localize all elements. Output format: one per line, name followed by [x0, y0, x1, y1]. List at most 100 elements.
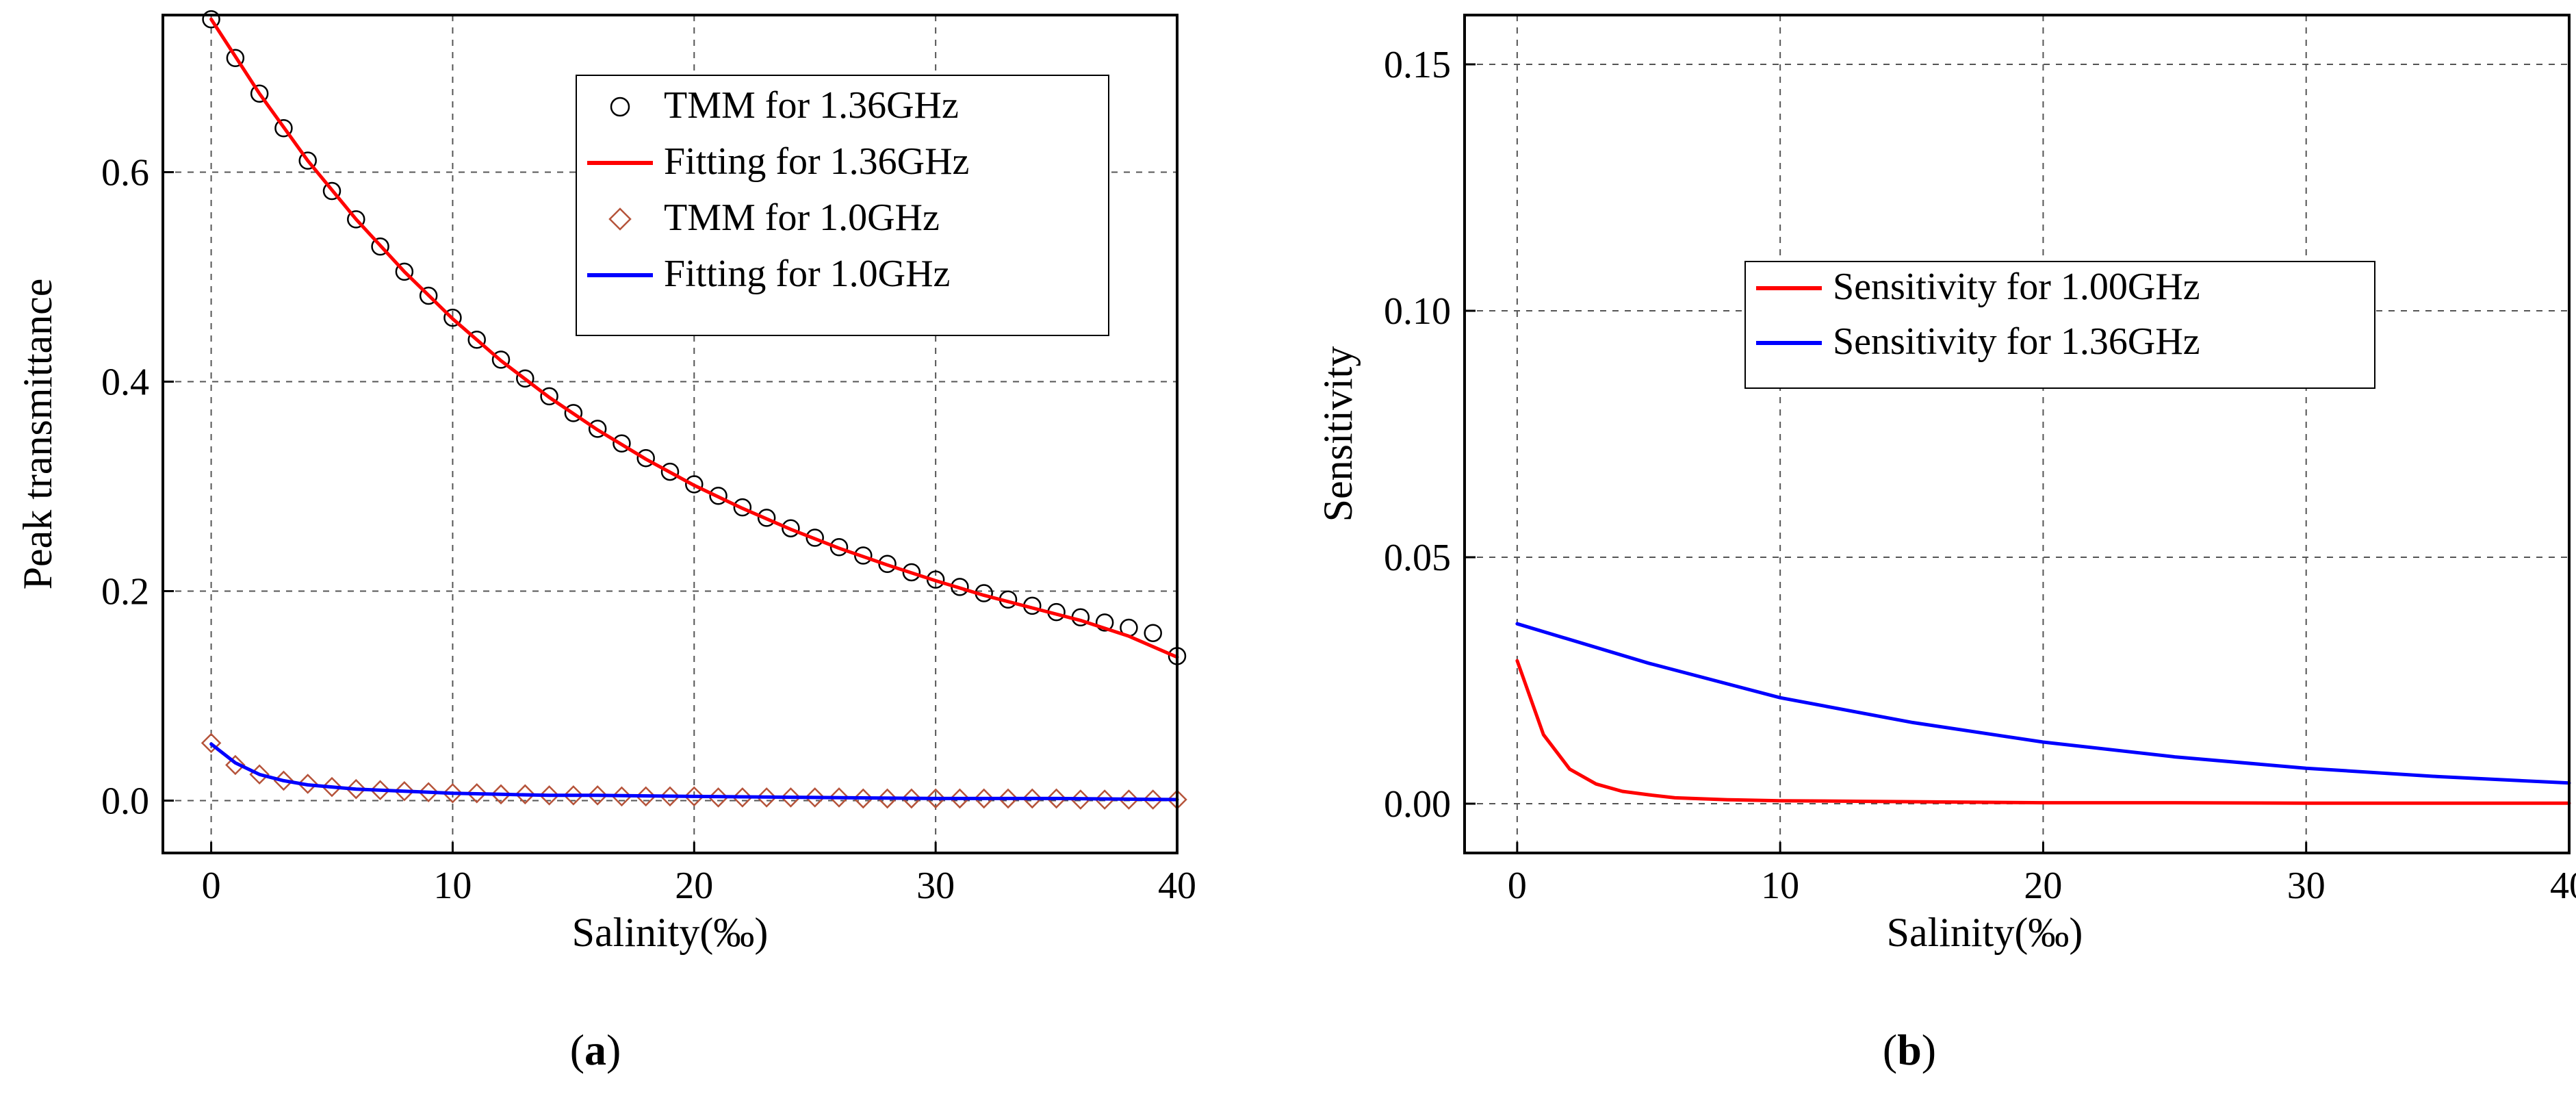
panel-a-legend-label: Fitting for 1.36GHz [664, 140, 969, 183]
panel-a-data-point [298, 151, 317, 170]
panel-b-x-axis-title: Salinity(‰) [1887, 910, 2083, 955]
panel-a-data-point [250, 84, 269, 103]
panel-a-data-point [1142, 789, 1163, 810]
panel-a-series-2 [201, 732, 1187, 810]
panel-b-series-line [1515, 622, 2571, 785]
panel-a-series-line [209, 17, 1179, 659]
panel-a-data-point [346, 778, 367, 800]
panel-a-data-point [297, 774, 318, 794]
panel-a-data-point [949, 788, 970, 809]
panel-a-data-point [540, 387, 558, 406]
panel-a-data-point [709, 487, 727, 505]
panel-a-data-point [371, 237, 389, 256]
panel-a-data-point [877, 788, 898, 809]
panel-b-legend-label: Sensitivity for 1.00GHz [1833, 266, 2200, 308]
panel-a-data-point [491, 351, 511, 369]
panel-a-legend-label: TMM for 1.0GHz [664, 196, 940, 239]
panel-a-legend: TMM for 1.36GHz Fitting for 1.36GHz TMM fo… [576, 75, 1109, 336]
panel-a-chart: 0 10 20 30 40 0.0 0.2 0.4 0.6 Peak transmittance… [15, 10, 1196, 1074]
panel-a-data-point [901, 788, 922, 809]
panel-a-data-point [1144, 624, 1162, 642]
panel-a-data-point [902, 563, 921, 582]
panel-a-data-point [516, 369, 534, 388]
panel-a-series-3 [209, 742, 1179, 802]
panel-b-series-0 [1515, 659, 2571, 805]
panel-a-data-point [757, 509, 776, 527]
panel-a-data-point [756, 787, 777, 808]
panel-a-data-point [1094, 789, 1115, 810]
panel-a-data-point [613, 434, 631, 453]
panel-a-y-tick-label: 0.2 [101, 571, 149, 613]
panel-a-data-point [925, 788, 946, 809]
panel-a-data-point [347, 210, 365, 229]
panel-a-data-point [660, 786, 680, 807]
panel-a-data-point [539, 785, 560, 806]
panel-a-data-point [322, 181, 342, 201]
panel-a-data-point [201, 732, 222, 754]
panel-a-y-tick-label: 0.0 [101, 780, 149, 823]
panel-a-data-point [322, 776, 342, 798]
panel-a-data-point [467, 331, 486, 349]
panel-a-x-tick-label: 30 [916, 865, 955, 907]
panel-a-data-point [394, 780, 415, 802]
panel-a-data-point [1046, 788, 1067, 809]
panel-a-data-point [564, 404, 583, 422]
panel-a-data-point [708, 787, 729, 808]
panel-b-y-tick-label: 0.15 [1384, 44, 1451, 86]
panel-a-y-axis-title: Peak transmittance [15, 279, 60, 590]
panel-a-data-point [829, 537, 849, 557]
panel-a-data-point [443, 308, 462, 327]
panel-a-data-point [780, 787, 801, 808]
panel-a-data-point [660, 462, 680, 481]
panel-b-plot-frame [1463, 14, 2571, 854]
panel-a-data-point [515, 784, 536, 805]
panel-a-legend-circle-symbol [610, 97, 630, 117]
panel-b-series-1 [1515, 622, 2571, 785]
panel-a-y-tick-label: 0.4 [101, 361, 149, 404]
panel-b-legend-label: Sensitivity for 1.36GHz [1833, 320, 2200, 363]
panel-b-chart: 0 10 20 30 40 0.00 0.05 0.10 0.15 Sensitivity Sa… [1315, 14, 2576, 1074]
panel-a-x-tick-label: 40 [1158, 865, 1196, 907]
panel-a-data-point [733, 498, 752, 517]
panel-a-data-point [466, 783, 487, 804]
panel-a-data-point [685, 475, 704, 494]
panel-b-y-tick-label: 0.05 [1384, 537, 1451, 579]
panel-a-data-point [370, 780, 391, 800]
panel-a-data-point [587, 785, 608, 806]
panel-b-series-line [1515, 659, 2571, 805]
panel-a-data-point [1118, 789, 1139, 810]
panel-b-x-tick-label: 30 [2287, 865, 2326, 907]
panel-a-data-point [1070, 789, 1091, 810]
panel-a-data-point [806, 528, 824, 547]
panel-a-data-point [829, 787, 849, 808]
panel-b-y-tick-label: 0.10 [1384, 290, 1451, 333]
panel-a-data-point [635, 786, 656, 807]
panel-a-series-0 [202, 10, 1187, 665]
panel-b-caption: (b) [1883, 1025, 1936, 1074]
panel-a-data-point [973, 788, 994, 809]
panel-a-data-point [1022, 788, 1043, 809]
panel-a-x-tick-label: 10 [433, 865, 472, 907]
panel-a-data-point [611, 786, 632, 807]
panel-b-y-tick-label: 0.00 [1384, 783, 1451, 826]
panel-b-x-tick-label: 40 [2550, 865, 2576, 907]
panel-a-data-point [853, 788, 874, 809]
panel-a-data-point [395, 262, 414, 281]
panel-a-data-point [225, 754, 246, 776]
panel-b-legend-box [1744, 261, 2375, 389]
panel-a-series-1 [209, 17, 1179, 659]
panel-b-legend: Sensitivity for 1.00GHz Sensitivity for 1… [1744, 261, 2375, 389]
panel-a-data-point [419, 286, 438, 305]
panel-a-legend-label: Fitting for 1.0GHz [664, 253, 950, 295]
panel-a-data-point [442, 783, 463, 804]
panel-a-data-point [804, 787, 825, 808]
panel-a-data-point [588, 420, 607, 438]
panel-a-data-point [202, 10, 220, 29]
panel-a-caption: (a) [570, 1025, 621, 1074]
panel-a-plot-frame [162, 14, 1178, 854]
panel-a-data-point [226, 49, 245, 67]
panel-a-data-point [684, 786, 705, 807]
panel-b-y-axis-title: Sensitivity [1315, 346, 1361, 522]
panel-a-data-point [636, 448, 655, 468]
